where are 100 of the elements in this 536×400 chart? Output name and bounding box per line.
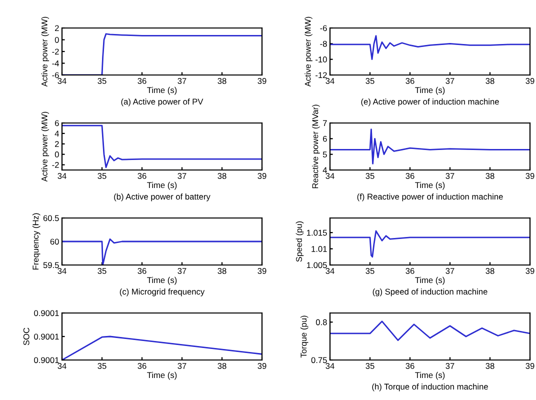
line-series — [62, 124, 262, 168]
x-tick-label: 36 — [138, 268, 146, 274]
y-tick-label: -2 — [52, 162, 59, 168]
y-axis-title: Torque (pu) — [300, 316, 308, 358]
y-tick-label: 0.8 — [316, 319, 327, 326]
x-tick-label: 37 — [178, 173, 186, 179]
line-series — [330, 230, 530, 258]
y-tick-label: -6 — [52, 72, 59, 78]
x-axis-title: Time (s) — [415, 372, 445, 380]
x-tick-label: 37 — [178, 363, 186, 369]
x-tick-label: 36 — [138, 173, 146, 179]
x-tick-label: 34 — [58, 268, 66, 274]
text: (b) Active power of battery — [114, 194, 210, 202]
y-tick-label: 1.015 — [307, 230, 327, 236]
x-tick-label: 38 — [218, 173, 226, 179]
x-tick-label: 38 — [218, 363, 226, 369]
x-tick-label: 35 — [98, 268, 106, 274]
x-tick-label: 34 — [326, 363, 334, 369]
x-tick-label: 39 — [258, 268, 266, 274]
x-tick-label: 36 — [138, 78, 146, 84]
y-axis-title: Active power (MW) — [41, 112, 50, 182]
y-tick-label: 2 — [55, 141, 59, 147]
x-tick-label: 38 — [486, 268, 494, 274]
y-tick-label: 1.01 — [312, 246, 327, 252]
x-tick-label: 34 — [58, 173, 66, 179]
y-tick-label: 0.9001 — [34, 334, 59, 340]
x-tick-label: 39 — [526, 363, 534, 369]
x-tick-label: 35 — [366, 78, 374, 84]
x-tick-label: 37 — [178, 78, 186, 84]
y-axis-title: Frequency (Hz) — [32, 213, 40, 270]
y-tick-label: -8 — [320, 40, 327, 47]
x-tick-label: 39 — [526, 268, 534, 274]
x-axis-title: Time (s) — [415, 276, 445, 285]
x-tick-label: 36 — [406, 78, 414, 84]
x-tick-label: 35 — [98, 78, 106, 84]
y-tick-label: 0 — [54, 36, 59, 43]
x-tick-label: 34 — [58, 363, 66, 369]
x-tick-label: 34 — [326, 78, 334, 84]
x-tick-label: 35 — [98, 363, 106, 369]
text: (f) Reactive power of induction machine — [357, 194, 503, 202]
x-tick-label: 34 — [326, 173, 334, 179]
y-axis-title: Active power (MW) — [304, 16, 312, 87]
y-tick-label: -6 — [320, 25, 327, 32]
x-tick-label: 39 — [258, 78, 266, 84]
x-tick-label: 37 — [178, 268, 186, 274]
x-tick-label: 34 — [58, 78, 66, 84]
x-tick-label: 36 — [406, 268, 414, 274]
y-tick-label: 6 — [323, 136, 327, 142]
y-tick-label: 2 — [55, 25, 59, 32]
x-tick-label: 35 — [366, 363, 374, 369]
x-tick-label: 39 — [526, 173, 534, 179]
x-tick-label: 39 — [526, 78, 534, 84]
x-tick-label: 35 — [366, 268, 374, 274]
x-tick-label: 38 — [218, 78, 226, 84]
line-series — [330, 128, 530, 164]
y-tick-label: 4 — [322, 167, 327, 174]
x-tick-label: 36 — [406, 173, 414, 179]
x-tick-label: 38 — [218, 268, 226, 274]
x-tick-label: 35 — [366, 173, 374, 179]
y-axis-title: Active power (MW) — [41, 16, 50, 87]
x-axis-title: Time (s) — [415, 86, 445, 95]
y-tick-label: 6 — [55, 120, 59, 126]
y-tick-label: -12 — [316, 72, 327, 78]
y-axis-title: SOC — [23, 328, 30, 346]
x-tick-label: 37 — [446, 268, 454, 274]
x-tick-label: 34 — [326, 268, 334, 274]
x-tick-label: 38 — [486, 78, 494, 84]
y-tick-label: 0 — [54, 152, 59, 158]
x-tick-label: 37 — [446, 173, 454, 179]
x-axis-title: Time (s) — [147, 182, 177, 190]
y-tick-label: 5 — [322, 152, 327, 158]
y-tick-label: 4 — [54, 130, 59, 136]
x-tick-label: 36 — [138, 363, 146, 369]
y-tick-label: 1.005 — [307, 262, 327, 268]
x-tick-label: 36 — [406, 363, 414, 369]
x-axis-title: Time (s) — [415, 182, 445, 190]
y-tick-label: 0.75 — [311, 357, 327, 364]
x-tick-label: 38 — [486, 173, 494, 179]
line-series — [330, 35, 530, 60]
text: (e) Active power of induction machine — [361, 98, 499, 106]
y-tick-label: -10 — [316, 56, 327, 62]
text: (c) Microgrid frequency — [120, 288, 205, 296]
x-tick-label: 39 — [258, 363, 266, 369]
y-tick-label: 59.5 — [43, 262, 59, 268]
y-tick-label: 0.9001 — [34, 357, 59, 364]
y-axis-title: Speed (pu) — [296, 221, 304, 262]
x-tick-label: 37 — [446, 78, 454, 84]
x-tick-label: 35 — [98, 173, 106, 179]
y-axis-title: Reactive power (MVar) — [312, 104, 320, 188]
x-axis-title: Time (s) — [147, 276, 177, 285]
line-series — [330, 320, 530, 341]
x-axis-title: Time (s) — [147, 372, 177, 380]
y-tick-label: 7 — [323, 120, 327, 126]
y-tick-label: 60.5 — [43, 215, 59, 222]
x-tick-label: 39 — [258, 173, 266, 179]
x-axis-title: Time (s) — [147, 86, 177, 95]
y-tick-label: 60 — [50, 238, 59, 245]
x-tick-label: 38 — [486, 363, 494, 369]
y-tick-label: -4 — [52, 60, 59, 66]
y-tick-label: -2 — [52, 48, 59, 55]
